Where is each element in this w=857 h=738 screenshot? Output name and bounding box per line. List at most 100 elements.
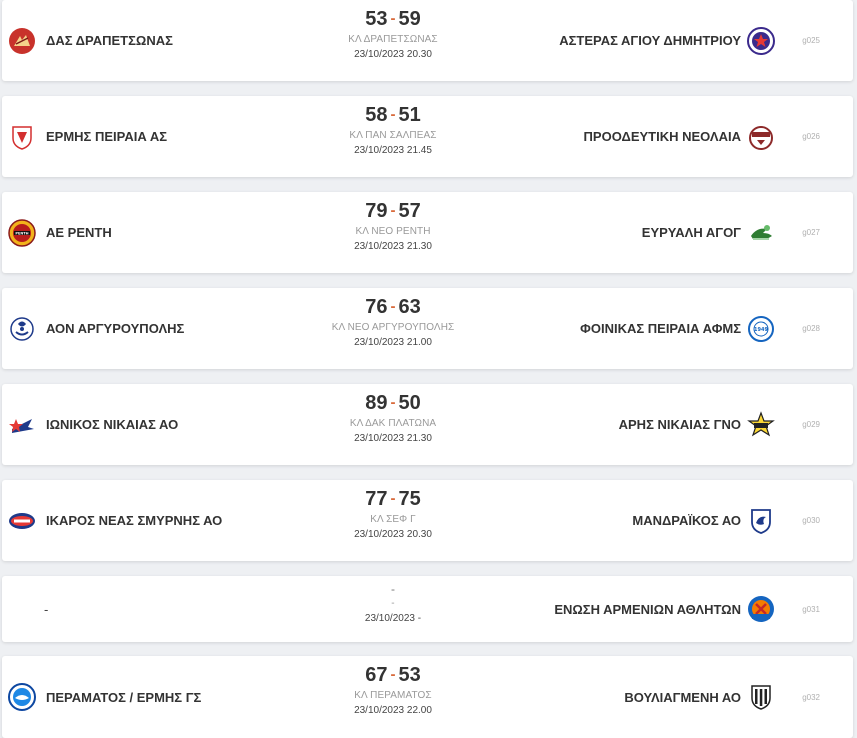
- home-score: 77: [365, 488, 388, 510]
- away-team[interactable]: ΦΟΙΝΙΚΑΣ ΠΕΙΡΑΙΑ ΑΦΜΣ 1949: [580, 288, 775, 369]
- date-time: 23/10/2023 21.00: [354, 337, 432, 348]
- date-time: 23/10/2023 22.00: [354, 705, 432, 716]
- game-card[interactable]: ΙΚΑΡΟΣ ΝΕΑΣ ΣΜΥΡΝΗΣ ΑΟ 77-75 ΚΛ ΣΕΦ Γ 23/10…: [2, 480, 853, 561]
- venue: ΚΛ ΠΕΡΑΜΑΤΟΣ: [354, 690, 432, 701]
- date-time: 23/10/2023 21.45: [354, 145, 432, 156]
- foinikas-logo: 1949: [747, 315, 775, 343]
- away-score: 63: [398, 296, 421, 318]
- away-team-name: ΦΟΙΝΙΚΑΣ ΠΕΙΡΑΙΑ ΑΦΜΣ: [580, 321, 741, 336]
- home-team[interactable]: ΠΕΡΑΜΑΤΟΣ / ΕΡΜΗΣ ΓΣ: [8, 656, 201, 738]
- home-team-name: ΙΩΝΙΚΟΣ ΝΙΚΑΙΑΣ ΑΟ: [46, 417, 179, 432]
- ionikos-logo: [8, 411, 36, 439]
- score-block: 89-50 ΚΛ ΔΑΚ ΠΛΑΤΩΝΑ 23/10/2023 21.30: [293, 384, 493, 465]
- date-time: 23/10/2023 20.30: [354, 49, 432, 60]
- home-team[interactable]: ΔΑΣ ΔΡΑΠΕΤΣΩΝΑΣ: [8, 0, 173, 81]
- score: 53-59: [293, 7, 493, 31]
- date-time: 23/10/2023 21.30: [354, 433, 432, 444]
- away-team[interactable]: ΑΣΤΕΡΑΣ ΑΓΙΟΥ ΔΗΜΗΤΡΙΟΥ: [559, 0, 775, 81]
- aon-argyroupolis-logo: [8, 315, 36, 343]
- svg-text:1949: 1949: [754, 327, 768, 333]
- score: 58-51: [293, 103, 493, 127]
- home-team[interactable]: ΕΡΜΗΣ ΠΕΙΡΑΙΑ ΑΣ: [8, 96, 167, 177]
- home-team[interactable]: ΡΕΝΤΗ ΑΕ ΡΕΝΤΗ: [8, 192, 112, 273]
- home-score: 76: [365, 296, 388, 318]
- venue: ΚΛ ΠΑΝ ΣΑΛΠΕΑΣ: [349, 130, 437, 141]
- home-team-name: ΕΡΜΗΣ ΠΕΙΡΑΙΑ ΑΣ: [46, 129, 168, 144]
- away-team[interactable]: ΒΟΥΛΙΑΓΜΕΝΗ ΑΟ: [624, 656, 775, 738]
- away-team-name: ΒΟΥΛΙΑΓΜΕΝΗ ΑΟ: [624, 689, 741, 705]
- home-team[interactable]: -: [44, 576, 48, 642]
- game-code: g025: [802, 36, 820, 45]
- game-code: g027: [802, 228, 820, 237]
- ae-renti-logo: ΡΕΝΤΗ: [8, 218, 36, 247]
- game-card[interactable]: ΔΑΣ ΔΡΑΠΕΤΣΩΝΑΣ 53-59 ΚΛ ΔΡΑΠΕΤΣΩΝΑΣ 23/10/…: [2, 0, 853, 81]
- ikaros-logo: [8, 507, 36, 535]
- venue: ΚΛ ΝΕΟ ΡΕΝΤΗ: [355, 226, 431, 237]
- away-team[interactable]: ΕΝΩΣΗ ΑΡΜΕΝΙΩΝ ΑΘΛΗΤΩΝ: [554, 576, 775, 642]
- away-team-name: ΑΣΤΕΡΑΣ ΑΓΙΟΥ ΔΗΜΗΤΡΙΟΥ: [559, 33, 741, 48]
- vouliagmeni-logo: [747, 683, 775, 711]
- score-block: 77-75 ΚΛ ΣΕΦ Γ 23/10/2023 20.30: [293, 480, 493, 561]
- score-separator: -: [390, 10, 396, 27]
- game-code: g031: [802, 604, 820, 614]
- score-text: -: [391, 582, 395, 596]
- score-block: - - 23/10/2023 -: [293, 576, 493, 642]
- venue: ΚΛ ΝΕΟ ΑΡΓΥΡΟΥΠΟΛΗΣ: [331, 322, 455, 333]
- evryali-logo: [747, 219, 775, 247]
- game-code: g028: [802, 324, 820, 333]
- venue: ΚΛ ΣΕΦ Γ: [370, 514, 416, 525]
- score-block: 58-51 ΚΛ ΠΑΝ ΣΑΛΠΕΑΣ 23/10/2023 21.45: [293, 96, 493, 177]
- score: 89-50: [293, 391, 493, 415]
- home-team[interactable]: ΑΟΝ ΑΡΓΥΡΟΥΠΟΛΗΣ: [8, 288, 184, 369]
- game-card[interactable]: ΡΕΝΤΗ ΑΕ ΡΕΝΤΗ 79-57 ΚΛ ΝΕΟ ΡΕΝΤΗ 23/10/2023…: [2, 192, 853, 273]
- home-score: 58: [365, 104, 388, 126]
- home-team-name: ΑΟΝ ΑΡΓΥΡΟΥΠΟΛΗΣ: [46, 321, 185, 336]
- away-team[interactable]: ΠΡΟΟΔΕΥΤΙΚΗ ΝΕΟΛΑΙΑ: [584, 96, 775, 177]
- game-code: g032: [802, 692, 820, 702]
- away-score: 50: [398, 392, 421, 414]
- away-score: 53: [398, 664, 421, 686]
- score-separator: -: [390, 298, 396, 315]
- proodeftiki-logo: [747, 123, 775, 151]
- score-block: 76-63 ΚΛ ΝΕΟ ΑΡΓΥΡΟΥΠΟΛΗΣ 23/10/2023 21.00: [293, 288, 493, 369]
- score-separator: -: [390, 106, 396, 123]
- game-card[interactable]: ΠΕΡΑΜΑΤΟΣ / ΕΡΜΗΣ ΓΣ 67-53 ΚΛ ΠΕΡΑΜΑΤΟΣ 23/…: [2, 656, 853, 738]
- away-team-name: ΠΡΟΟΔΕΥΤΙΚΗ ΝΕΟΛΑΙΑ: [583, 129, 741, 144]
- asteras-logo: [747, 26, 775, 55]
- away-score: 75: [398, 488, 421, 510]
- home-score: 89: [365, 392, 388, 414]
- away-team-name: ΑΡΗΣ ΝΙΚΑΙΑΣ ΓΝΟ: [618, 417, 741, 432]
- away-team-name: ΕΝΩΣΗ ΑΡΜΕΝΙΩΝ ΑΘΛΗΤΩΝ: [554, 601, 741, 617]
- away-team[interactable]: ΜΑΝΔΡΑΪΚΟΣ ΑΟ: [632, 480, 775, 561]
- away-team-name: ΕΥΡΥΑΛΗ ΑΓΟΓ: [641, 225, 741, 240]
- game-card[interactable]: ΙΩΝΙΚΟΣ ΝΙΚΑΙΑΣ ΑΟ 89-50 ΚΛ ΔΑΚ ΠΛΑΤΩΝΑ 23/…: [2, 384, 853, 465]
- game-card[interactable]: - - - 23/10/2023 - ΕΝΩΣΗ ΑΡΜΕΝΙΩΝ ΑΘΛΗΤΩΝ g03…: [2, 576, 853, 642]
- score: 67-53: [293, 663, 493, 687]
- home-team-name: ΑΕ ΡΕΝΤΗ: [46, 225, 112, 240]
- away-team[interactable]: ΑΡΗΣ ΝΙΚΑΙΑΣ ΓΝΟ: [619, 384, 775, 465]
- venue: ΚΛ ΔΡΑΠΕΤΣΩΝΑΣ: [348, 34, 438, 45]
- score: 76-63: [293, 295, 493, 319]
- home-score: 53: [365, 8, 388, 30]
- game-card[interactable]: ΑΟΝ ΑΡΓΥΡΟΥΠΟΛΗΣ 76-63 ΚΛ ΝΕΟ ΑΡΓΥΡΟΥΠΟΛΗΣ…: [2, 288, 853, 369]
- score-separator: -: [390, 490, 396, 507]
- mandraikos-logo: [747, 507, 775, 535]
- game-code: g029: [802, 420, 820, 429]
- away-team[interactable]: ΕΥΡΥΑΛΗ ΑΓΟΓ: [642, 192, 775, 273]
- score: 77-75: [293, 487, 493, 511]
- date-time: 23/10/2023 20.30: [354, 529, 432, 540]
- away-score: 51: [398, 104, 421, 126]
- game-code: g026: [802, 132, 820, 141]
- score-separator: -: [390, 202, 396, 219]
- score-block: 79-57 ΚΛ ΝΕΟ ΡΕΝΤΗ 23/10/2023 21.30: [293, 192, 493, 273]
- game-card[interactable]: ΕΡΜΗΣ ΠΕΙΡΑΙΑ ΑΣ 58-51 ΚΛ ΠΑΝ ΣΑΛΠΕΑΣ 23/10…: [2, 96, 853, 177]
- away-score: 59: [398, 8, 421, 30]
- venue: ΚΛ ΔΑΚ ΠΛΑΤΩΝΑ: [349, 418, 437, 429]
- aris-nikaias-logo: [747, 410, 775, 439]
- score: -: [293, 581, 493, 597]
- score-block: 67-53 ΚΛ ΠΕΡΑΜΑΤΟΣ 23/10/2023 22.00: [293, 656, 493, 738]
- home-team[interactable]: ΙΩΝΙΚΟΣ ΝΙΚΑΙΑΣ ΑΟ: [8, 384, 178, 465]
- home-team[interactable]: ΙΚΑΡΟΣ ΝΕΑΣ ΣΜΥΡΝΗΣ ΑΟ: [8, 480, 222, 561]
- ermis-peiraia-logo: [8, 123, 36, 151]
